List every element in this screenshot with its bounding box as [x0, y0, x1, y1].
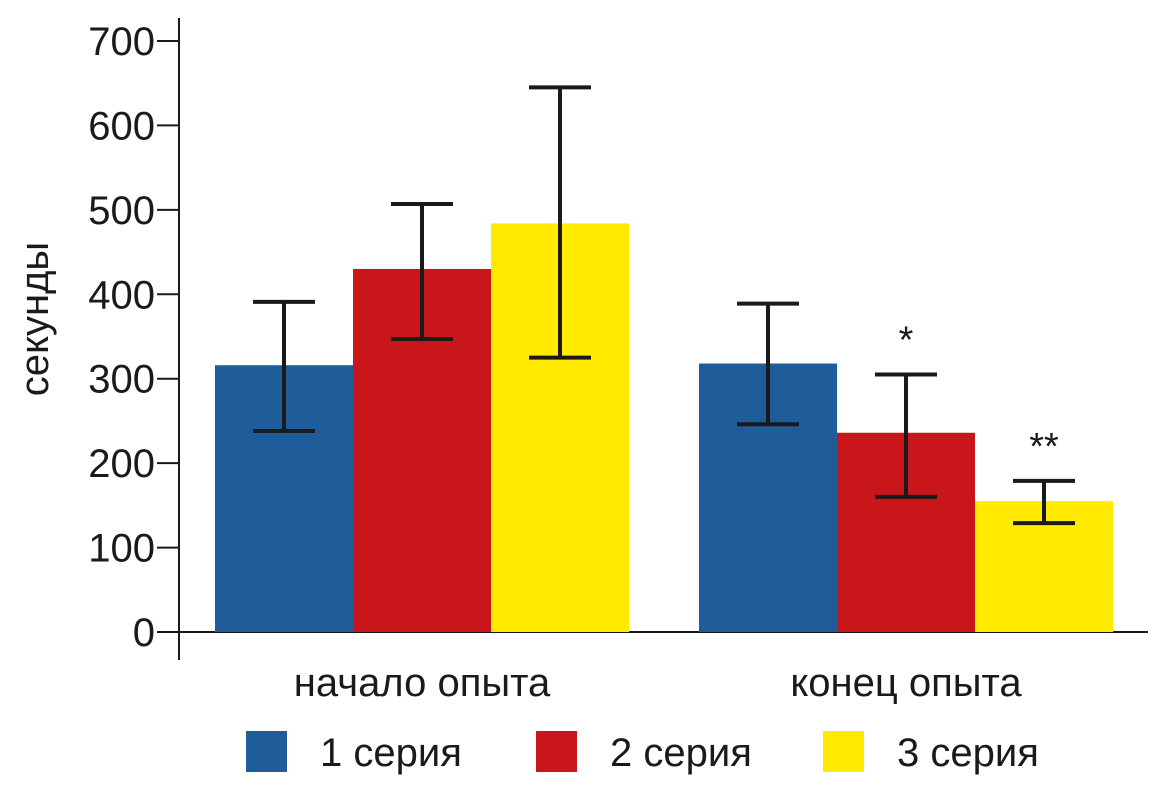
annotations-group: ***: [899, 319, 1059, 467]
y-tick-label: 500: [88, 189, 155, 233]
y-tick-label: 0: [133, 611, 155, 655]
y-tick-label: 100: [88, 527, 155, 571]
significance-marker: **: [1029, 426, 1059, 468]
x-category-label: конец опыта: [790, 661, 1022, 705]
legend-swatch-3: [823, 731, 864, 772]
legend-label-2: 2 серия: [610, 731, 752, 775]
legend-swatch-1: [246, 731, 287, 772]
y-axis: 0 100 200 300 400 500 600 700: [88, 18, 1148, 660]
x-category-label: начало опыта: [294, 661, 551, 705]
y-tick-label: 200: [88, 442, 155, 486]
y-tick-label: 600: [88, 104, 155, 148]
legend-label-1: 1 серия: [320, 731, 462, 775]
y-tick-label: 300: [88, 358, 155, 402]
y-axis-label: секунды: [13, 242, 57, 396]
y-tick-label: 700: [88, 20, 155, 64]
legend: 1 серия 2 серия 3 серия: [246, 731, 1039, 775]
legend-label-3: 3 серия: [897, 731, 1039, 775]
error-bars-group: [253, 85, 1075, 526]
bars-group: [215, 223, 1113, 632]
significance-marker: *: [899, 319, 914, 361]
legend-swatch-2: [536, 731, 577, 772]
y-tick-label: 400: [88, 273, 155, 317]
x-category-labels: начало опыта конец опыта: [294, 661, 1023, 705]
